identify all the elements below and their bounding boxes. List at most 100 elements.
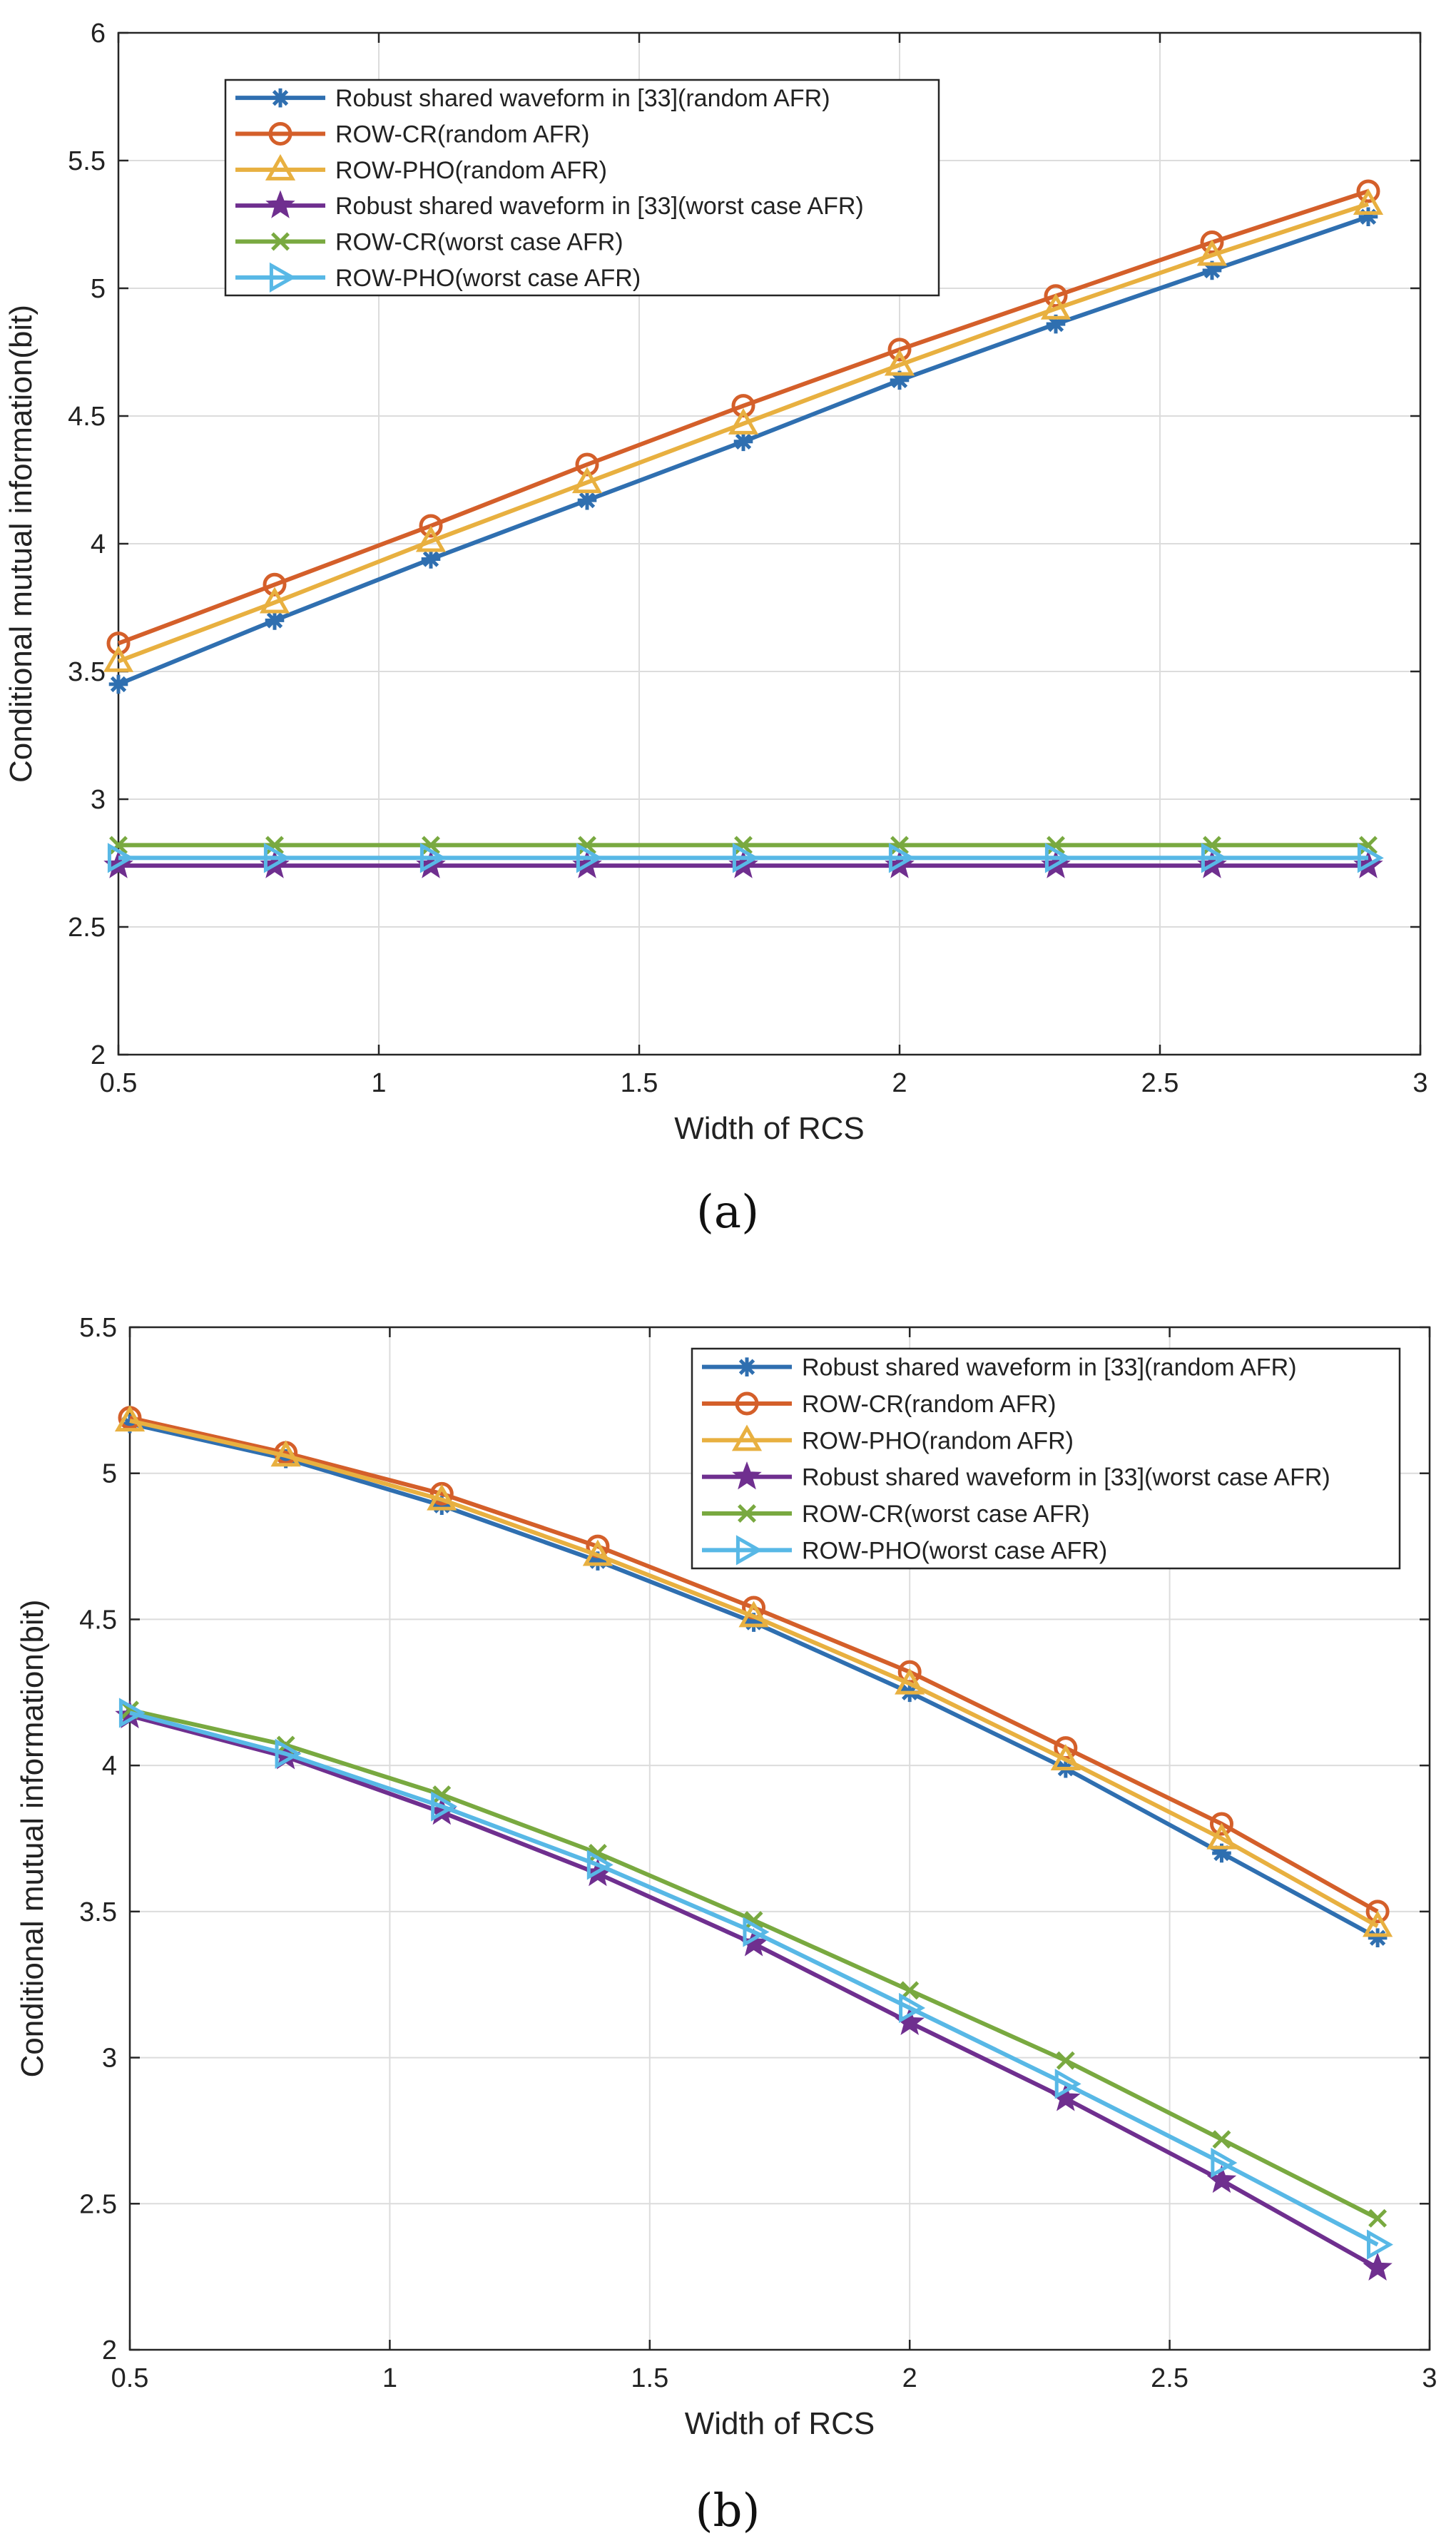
data-point xyxy=(1363,2252,1393,2281)
y-tick-label: 3.5 xyxy=(68,657,106,687)
data-point xyxy=(265,836,284,855)
y-axis-title: Conditional mutual information(bit) xyxy=(15,1599,50,2077)
x-tick-label: 0.5 xyxy=(100,1068,138,1098)
panel-label-b: (b) xyxy=(696,2485,760,2537)
x-tick-label: 1 xyxy=(382,2363,397,2393)
data-point xyxy=(588,1551,608,1571)
data-point xyxy=(1368,2208,1388,2228)
data-point xyxy=(1201,843,1228,873)
legend-entry: ROW-CR(random AFR) xyxy=(335,121,589,148)
data-point xyxy=(1212,1843,1231,1863)
legend-marker xyxy=(265,190,295,218)
data-point xyxy=(588,1844,607,1862)
data-point xyxy=(1050,1744,1081,1771)
data-point xyxy=(1202,260,1222,280)
data-point xyxy=(114,1405,146,1432)
x-axis-title: Width of RCS xyxy=(674,1111,865,1146)
y-axis-title: Conditional mutual information(bit) xyxy=(4,305,39,783)
data-point xyxy=(1209,1812,1233,1836)
y-tick-label: 4 xyxy=(102,1751,117,1781)
legend-marker xyxy=(271,232,290,251)
data-point xyxy=(728,407,759,435)
x-tick-label: 2 xyxy=(892,1068,907,1098)
data-point xyxy=(1200,230,1224,255)
data-point xyxy=(731,394,755,418)
legend-marker xyxy=(731,1424,763,1451)
data-point xyxy=(734,836,753,855)
data-point xyxy=(1203,836,1221,855)
data-point xyxy=(259,587,290,614)
data-point xyxy=(270,1440,301,1467)
data-point xyxy=(743,1917,770,1947)
legend-entry: ROW-PHO(random AFR) xyxy=(802,1427,1074,1454)
y-tick-label: 2.5 xyxy=(68,913,106,943)
data-point xyxy=(900,1981,920,2000)
data-point xyxy=(890,836,909,855)
data-point xyxy=(415,525,447,552)
y-tick-label: 2.5 xyxy=(79,2189,117,2219)
data-point xyxy=(1367,2229,1393,2260)
data-point xyxy=(732,843,759,873)
legend: Robust shared waveform in [33](random AF… xyxy=(224,78,940,297)
legend-marker xyxy=(732,1461,762,1490)
legend-entry: ROW-CR(worst case AFR) xyxy=(335,229,623,256)
data-point xyxy=(1359,836,1378,855)
legend-marker xyxy=(269,262,296,293)
data-point xyxy=(575,452,599,477)
y-tick-label: 3.5 xyxy=(79,1897,117,1927)
x-tick-label: 3 xyxy=(1422,2363,1437,2393)
data-point xyxy=(265,611,285,630)
data-point xyxy=(890,370,910,390)
data-point xyxy=(109,836,128,855)
y-tick-label: 4 xyxy=(91,529,106,559)
data-point xyxy=(1212,2130,1231,2149)
legend-entry: Robust shared waveform in [33](random AF… xyxy=(335,85,830,112)
legend-entry: Robust shared waveform in [33](worst cas… xyxy=(802,1464,1330,1491)
data-point xyxy=(571,467,603,494)
x-tick-label: 1 xyxy=(371,1068,386,1098)
series-line xyxy=(129,1710,1379,2247)
data-point xyxy=(744,1613,763,1632)
y-tick-label: 3 xyxy=(91,785,106,815)
x-tick-label: 1.5 xyxy=(631,2363,668,2393)
data-point xyxy=(120,1414,140,1434)
data-point xyxy=(1365,1900,1390,1924)
data-point xyxy=(106,632,131,656)
data-point xyxy=(738,1601,769,1628)
plot-frame xyxy=(128,1326,1431,2351)
data-point xyxy=(263,572,287,597)
data-point xyxy=(1356,179,1380,203)
data-point xyxy=(1040,293,1071,320)
y-tick-label: 2 xyxy=(102,2335,117,2365)
data-point xyxy=(427,1484,457,1511)
x-tick-label: 2 xyxy=(902,2363,917,2393)
data-point xyxy=(1363,1910,1393,1937)
data-point xyxy=(1056,2051,1075,2070)
data-point xyxy=(1054,2069,1081,2099)
data-point xyxy=(429,1481,454,1506)
data-point xyxy=(432,1785,452,1805)
x-tick-label: 2.5 xyxy=(1141,1068,1179,1098)
data-point xyxy=(1196,239,1228,266)
data-point xyxy=(419,843,447,873)
legend-box xyxy=(224,78,940,297)
x-tick-label: 2.5 xyxy=(1151,2363,1188,2393)
panel-label-a: (a) xyxy=(696,1186,759,1239)
x-tick-label: 3 xyxy=(1412,1068,1427,1098)
legend-marker xyxy=(270,88,290,108)
data-point xyxy=(586,1850,614,1880)
legend-marker xyxy=(268,122,292,146)
data-point xyxy=(899,1992,926,2024)
chart-panel-a: 0.5 1 1.5 2 2.5 3 2 2.5 3 3.5 4 4.5 5 5.5 6 Width of RC… xyxy=(4,19,1428,1146)
data-point xyxy=(1046,314,1066,334)
data-point xyxy=(1047,836,1065,855)
series-line xyxy=(129,1419,1379,1928)
data-point xyxy=(118,1698,146,1728)
data-point xyxy=(1357,843,1384,873)
y-tick-label: 3 xyxy=(102,2044,117,2074)
legend-entry: Robust shared waveform in [33](worst cas… xyxy=(335,193,864,220)
legend-entry: ROW-CR(worst case AFR) xyxy=(802,1501,1090,1528)
legend: Robust shared waveform in [33](random AF… xyxy=(691,1347,1401,1570)
data-point xyxy=(1353,188,1384,215)
